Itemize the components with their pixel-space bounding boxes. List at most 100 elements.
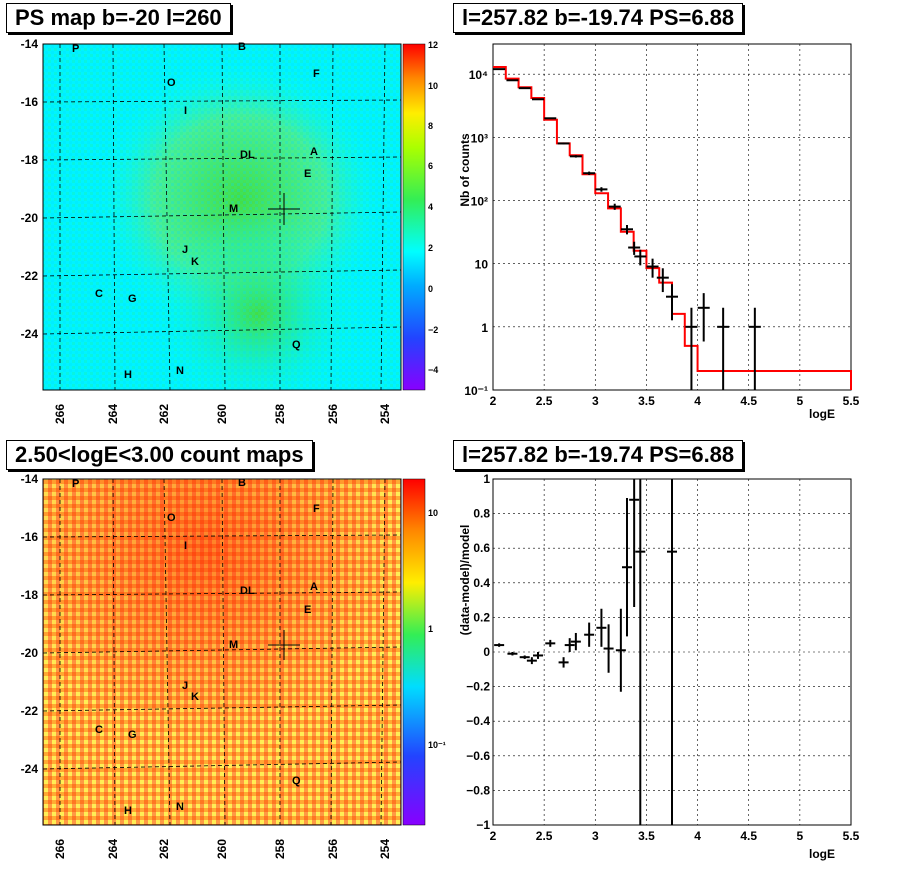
x-tick-label: 266 xyxy=(53,404,67,424)
x-tick-label: 4 xyxy=(694,829,701,843)
y-tick-label: -22 xyxy=(21,704,39,718)
y-tick-label: −1 xyxy=(476,818,490,832)
data-point xyxy=(595,187,608,192)
ps-map-cross xyxy=(268,193,300,225)
spectrum-xlabel: logE xyxy=(809,407,835,421)
colorbar-tick-label: 4 xyxy=(428,202,433,212)
data-point xyxy=(620,225,633,235)
y-tick-label: -22 xyxy=(21,269,39,283)
src-DL: DL xyxy=(240,149,255,161)
count-map-source-labels: P B F O I DL A E M J K C G Q H N xyxy=(72,477,320,817)
src-K: K xyxy=(191,256,199,268)
x-tick-label: 3.5 xyxy=(638,829,655,843)
x-tick-label: 260 xyxy=(215,404,229,424)
y-tick-label: -20 xyxy=(21,211,39,225)
colorbar-tick-label: 8 xyxy=(428,121,433,131)
ps-map-yticks: -14 -16 -18 -20 -22 -24 xyxy=(21,37,39,341)
count-map-cross xyxy=(268,630,300,660)
x-tick-label: 4 xyxy=(694,394,701,408)
spectrum-ticks: 2 2.5 3 3.5 4 4.5 5 5.5 10⁻¹ 1 10 10² 10³ 10⁴ xyxy=(464,68,859,408)
colorbar-tick-label: 1 xyxy=(428,624,433,634)
x-tick-label: 2 xyxy=(490,829,497,843)
src-H: H xyxy=(124,369,132,381)
residual-point xyxy=(533,652,544,659)
residual-point xyxy=(603,624,614,673)
spectrum-panel: 2 2.5 3 3.5 4 4.5 5 5.5 10⁻¹ 1 10 10² 10³ 10⁴ logE Nb… xyxy=(458,43,860,421)
ps-colorbar xyxy=(402,43,426,391)
x-tick-label: 258 xyxy=(273,404,287,424)
src-B: B xyxy=(238,477,246,489)
y-tick-label: −0.6 xyxy=(466,749,490,763)
x-tick-label: 4.5 xyxy=(740,829,757,843)
src-F: F xyxy=(313,68,320,80)
residual-xlabel: logE xyxy=(809,847,835,861)
src-P: P xyxy=(72,43,79,55)
residual-point xyxy=(564,638,575,652)
residual-point xyxy=(545,639,556,647)
colorbar-tick-label: 10 xyxy=(428,508,438,518)
src-C: C xyxy=(95,724,103,736)
residual-point xyxy=(635,479,646,825)
ps-map-title: PS map b=-20 l=260 xyxy=(6,3,231,33)
src-O: O xyxy=(167,77,176,89)
count-colorbar-ticks: 10 1 10⁻¹ xyxy=(428,508,446,750)
count-map-title: 2.50<logE<3.00 count maps xyxy=(6,440,313,470)
x-tick-label: 254 xyxy=(378,404,392,424)
x-tick-label: 4.5 xyxy=(740,394,757,408)
count-map-xticks: 266 264 262 260 258 256 254 xyxy=(53,839,392,859)
residual-point xyxy=(570,632,581,651)
src-Q: Q xyxy=(292,339,301,351)
y-tick-label: -14 xyxy=(21,37,39,51)
y-tick-label: -24 xyxy=(21,327,39,341)
colorbar-tick-label: 0 xyxy=(428,284,433,294)
y-tick-label: −0.2 xyxy=(466,680,490,694)
src-E: E xyxy=(304,168,311,180)
count-colorbar xyxy=(402,478,426,826)
data-point xyxy=(685,307,698,390)
y-tick-label: −0.8 xyxy=(466,783,490,797)
src-B: B xyxy=(238,41,246,53)
count-map-frame xyxy=(42,478,402,826)
ps-map-noise xyxy=(43,44,401,390)
src-E: E xyxy=(304,604,311,616)
ps-colorbar-ticks: 12 10 8 6 4 2 0 −2 −4 xyxy=(428,40,438,375)
x-tick-label: 266 xyxy=(53,839,67,859)
ps-map-panel: P B F O I DL A E M J K C G Q H N -14-16-… xyxy=(21,37,439,424)
x-tick-label: 5.5 xyxy=(843,829,860,843)
x-tick-label: 2 xyxy=(490,394,497,408)
data-point xyxy=(583,171,596,175)
spectrum-ylabel: Nb of counts xyxy=(458,133,472,207)
x-tick-label: 262 xyxy=(157,839,171,859)
residual-point xyxy=(667,479,677,825)
src-J: J xyxy=(182,244,188,256)
y-tick-label: 10² xyxy=(471,194,488,208)
x-tick-label: 260 xyxy=(215,839,229,859)
src-N: N xyxy=(176,801,184,813)
residual-point xyxy=(629,479,640,608)
spectrum-grid xyxy=(493,44,851,390)
data-point xyxy=(518,87,531,90)
data-point xyxy=(532,98,545,101)
data-points xyxy=(493,68,761,390)
residual-point xyxy=(615,608,626,692)
colorbar-tick-label: 6 xyxy=(428,161,433,171)
y-tick-label: -16 xyxy=(21,95,39,109)
y-tick-label: -14 xyxy=(21,472,39,486)
count-map-panel: P B F O I DL A E M J K C G Q H N -14-16-… xyxy=(21,472,446,859)
data-point xyxy=(717,307,730,390)
src-M: M xyxy=(229,639,238,651)
y-tick-label: 0.8 xyxy=(473,507,490,521)
x-tick-label: 3 xyxy=(592,394,599,408)
y-tick-label: 10 xyxy=(475,258,489,272)
data-point xyxy=(569,155,582,158)
y-tick-label: −0.4 xyxy=(466,714,490,728)
spectrum-frame xyxy=(492,43,852,391)
y-tick-label: 1 xyxy=(483,472,490,486)
data-point xyxy=(748,307,761,390)
src-J: J xyxy=(182,680,188,692)
src-M: M xyxy=(229,203,238,215)
src-Q: Q xyxy=(292,775,301,787)
data-point xyxy=(628,241,641,255)
data-point xyxy=(608,203,621,210)
x-tick-label: 258 xyxy=(273,839,287,859)
